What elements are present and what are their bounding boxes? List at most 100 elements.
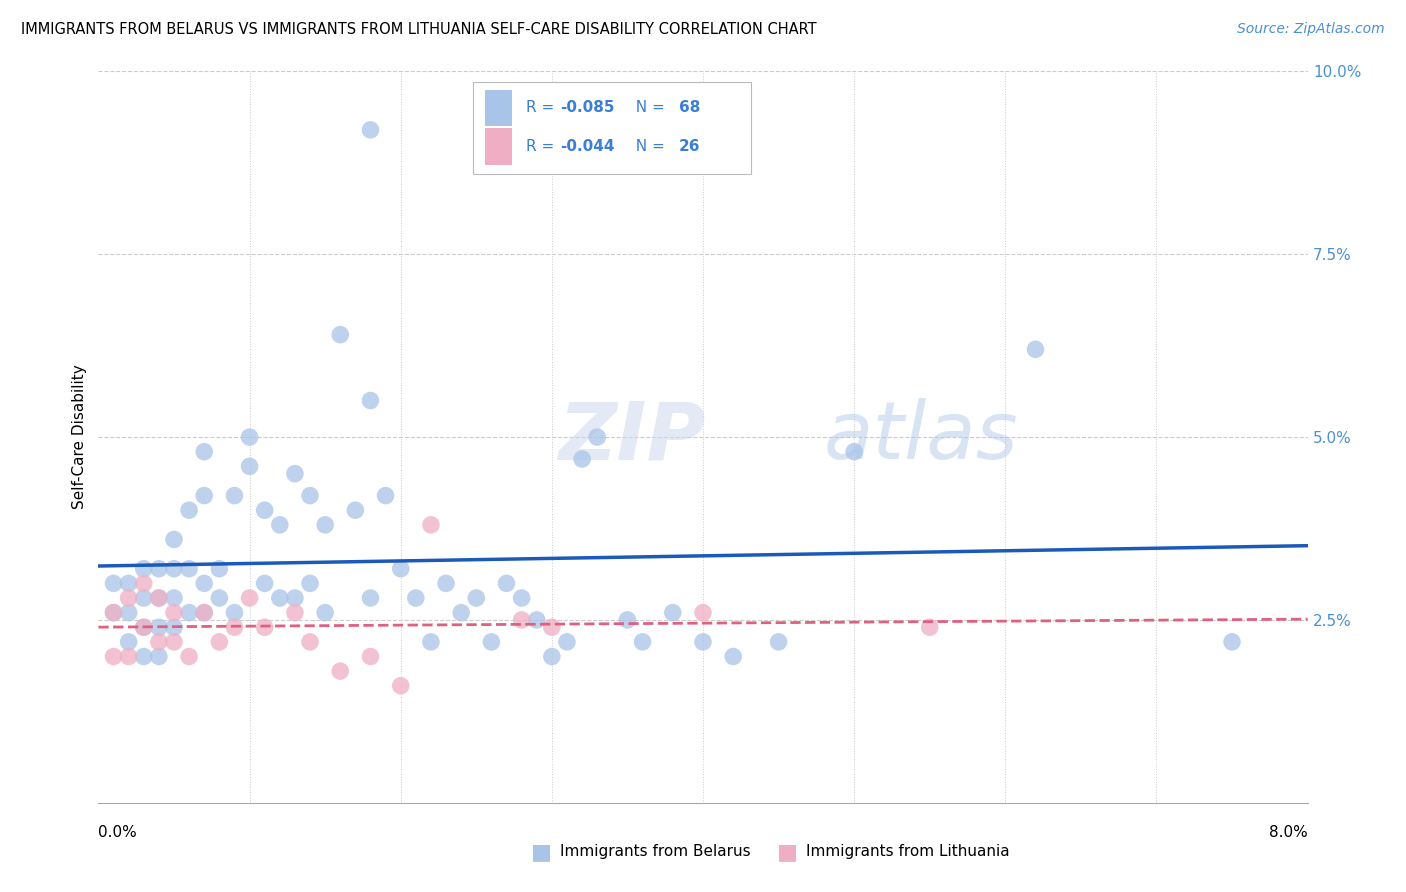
Text: 0.0%: 0.0% <box>98 825 138 839</box>
Point <box>193 606 215 620</box>
Point <box>103 606 125 620</box>
Point <box>208 591 231 605</box>
Text: Immigrants from Belarus: Immigrants from Belarus <box>560 845 751 859</box>
Point <box>510 591 533 605</box>
Point <box>389 562 412 576</box>
Point <box>723 649 745 664</box>
Point <box>389 679 412 693</box>
Point <box>360 393 382 408</box>
Point <box>299 576 322 591</box>
Text: ZIP: ZIP <box>558 398 706 476</box>
Point <box>360 591 382 605</box>
Point <box>768 635 790 649</box>
Point <box>179 649 201 664</box>
FancyBboxPatch shape <box>474 82 751 174</box>
Point <box>420 635 443 649</box>
Point <box>844 444 866 458</box>
Point <box>179 562 201 576</box>
Point <box>661 606 683 620</box>
Point <box>224 489 246 503</box>
Point <box>465 591 488 605</box>
Point <box>405 591 427 605</box>
Point <box>616 613 638 627</box>
Point <box>163 533 186 547</box>
Point <box>132 649 155 664</box>
Point <box>193 444 215 458</box>
Point <box>179 503 201 517</box>
Text: N =: N = <box>626 101 669 115</box>
Point <box>284 467 307 481</box>
Point <box>103 649 125 664</box>
Point <box>299 489 322 503</box>
Point <box>329 327 352 342</box>
Point <box>360 649 382 664</box>
Point <box>163 635 186 649</box>
Point <box>299 635 322 649</box>
Point <box>193 606 215 620</box>
Text: ■: ■ <box>531 842 551 862</box>
Point <box>208 562 231 576</box>
Point <box>918 620 941 634</box>
Text: -0.085: -0.085 <box>561 101 614 115</box>
Point <box>344 503 367 517</box>
Point <box>163 562 186 576</box>
Point <box>132 562 155 576</box>
Text: ■: ■ <box>778 842 797 862</box>
Point <box>555 635 578 649</box>
Point <box>314 517 336 532</box>
Point <box>118 606 141 620</box>
Point <box>420 517 443 532</box>
Text: atlas: atlas <box>824 398 1019 476</box>
Point <box>434 576 457 591</box>
Point <box>132 620 155 634</box>
Point <box>118 649 141 664</box>
Point <box>132 591 155 605</box>
Point <box>481 635 503 649</box>
Point <box>118 635 141 649</box>
Point <box>253 503 276 517</box>
Point <box>148 562 170 576</box>
Point <box>253 576 276 591</box>
Text: R =: R = <box>526 101 560 115</box>
Point <box>571 452 593 467</box>
Point <box>284 591 307 605</box>
Point <box>269 517 291 532</box>
Point <box>692 635 714 649</box>
Point <box>239 459 262 474</box>
Point <box>284 606 307 620</box>
Point <box>360 123 382 137</box>
Point <box>118 591 141 605</box>
Point <box>163 606 186 620</box>
Text: Source: ZipAtlas.com: Source: ZipAtlas.com <box>1237 22 1385 37</box>
Point <box>148 591 170 605</box>
Point <box>224 620 246 634</box>
Text: 8.0%: 8.0% <box>1268 825 1308 839</box>
Point <box>148 635 170 649</box>
Point <box>103 606 125 620</box>
Point <box>239 430 262 444</box>
Text: Immigrants from Lithuania: Immigrants from Lithuania <box>806 845 1010 859</box>
Point <box>132 620 155 634</box>
Point <box>148 620 170 634</box>
Text: -0.044: -0.044 <box>561 139 614 154</box>
Text: R =: R = <box>526 139 560 154</box>
Point <box>450 606 472 620</box>
Text: 68: 68 <box>679 101 700 115</box>
Point <box>631 635 654 649</box>
Point <box>314 606 336 620</box>
Point <box>329 664 352 678</box>
Point <box>692 606 714 620</box>
Point <box>526 613 548 627</box>
Point <box>148 591 170 605</box>
FancyBboxPatch shape <box>485 128 512 165</box>
Point <box>179 606 201 620</box>
Point <box>163 620 186 634</box>
Text: N =: N = <box>626 139 669 154</box>
Point <box>269 591 291 605</box>
Point <box>193 489 215 503</box>
Point <box>132 576 155 591</box>
Point <box>163 591 186 605</box>
Point <box>540 620 562 634</box>
Y-axis label: Self-Care Disability: Self-Care Disability <box>72 365 87 509</box>
Point <box>374 489 396 503</box>
